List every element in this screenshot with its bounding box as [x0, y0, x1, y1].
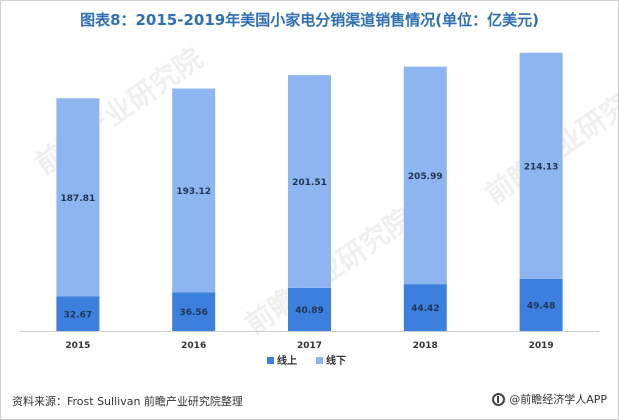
bar-online-2019 [519, 278, 563, 331]
brand-label: @前瞻经济学人APP [509, 393, 607, 406]
brand-credit: @前瞻经济学人APP [492, 391, 607, 407]
legend-swatch-offline [316, 357, 323, 364]
bar-offline-2017 [288, 75, 331, 288]
legend-label-offline: 线下 [326, 354, 346, 367]
data-label: 44.42 [411, 304, 439, 314]
bar-online-2017 [288, 287, 331, 331]
data-label: 205.99 [408, 172, 443, 182]
bar-offline-2018 [403, 66, 447, 285]
data-label: 36.56 [179, 308, 207, 318]
data-label: 187.81 [61, 194, 96, 204]
bar-online-2015 [56, 296, 100, 331]
bar-offline-2015 [56, 98, 100, 297]
x-tick-label: 2018 [413, 341, 438, 351]
x-tick-label: 2019 [529, 341, 554, 351]
x-tick-label: 2016 [181, 341, 206, 351]
legend-label-online: 线上 [277, 354, 297, 367]
data-label: 32.67 [64, 310, 92, 320]
data-label: 49.48 [527, 301, 555, 311]
legend-swatch-online [267, 357, 274, 364]
chart-title: 图表8：2015-2019年美国小家电分销渠道销售情况(单位：亿美元) [80, 11, 539, 29]
bar-offline-2019 [519, 52, 563, 279]
x-tick-label: 2017 [297, 341, 322, 351]
x-tick-label: 2015 [65, 341, 90, 351]
data-label: 214.13 [524, 162, 559, 172]
brand-logo-icon [492, 392, 506, 406]
bar-online-2016 [172, 292, 216, 331]
data-label: 193.12 [176, 187, 211, 197]
bar-offline-2016 [172, 88, 216, 293]
source-note: 资料来源：Frost Sullivan 前瞻产业研究院整理 [12, 395, 243, 408]
data-label: 40.89 [295, 306, 323, 316]
bar-online-2018 [403, 284, 447, 331]
data-label: 201.51 [292, 178, 327, 188]
